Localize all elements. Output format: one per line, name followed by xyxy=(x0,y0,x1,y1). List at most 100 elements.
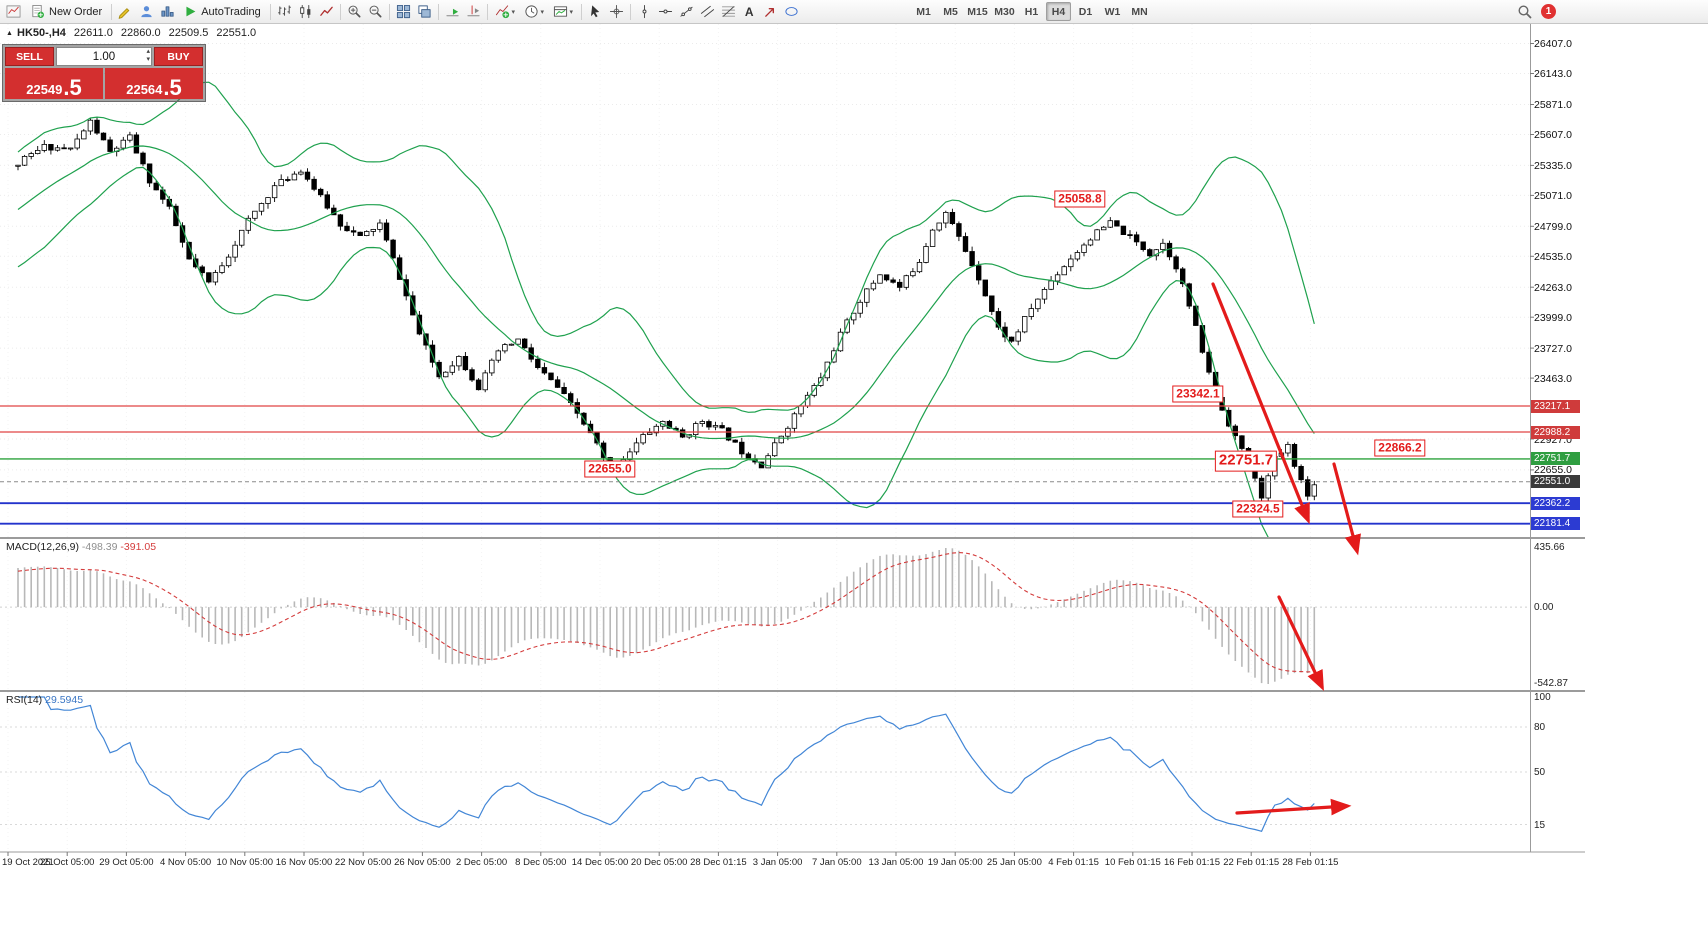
ohlc-close: 22551.0 xyxy=(216,27,257,39)
macd-label: MACD(12,26,9) -498.39 -391.05 xyxy=(6,541,156,553)
time-axis-label[interactable]: 14 Dec 05:00 xyxy=(571,857,629,868)
one-click-collapse-icon[interactable]: ▲ xyxy=(6,30,13,37)
time-axis-label[interactable]: 19 Oct 2021 xyxy=(2,857,54,868)
price-annotation[interactable]: 22324.5 xyxy=(1232,500,1284,518)
rsi-axis-label: 50 xyxy=(1534,767,1546,778)
shapes-icon[interactable] xyxy=(781,2,802,22)
time-axis-label[interactable]: 29 Oct 05:00 xyxy=(99,857,154,868)
tf-mn-button[interactable]: MN xyxy=(1131,5,1148,18)
time-axis-label[interactable]: 16 Feb 01:15 xyxy=(1164,857,1220,868)
time-axis-label[interactable]: 4 Feb 01:15 xyxy=(1048,857,1099,868)
line-chart-icon[interactable] xyxy=(316,2,337,22)
ohlc-low: 22509.5 xyxy=(168,27,209,39)
indicators-icon[interactable]: ▾ xyxy=(491,2,520,22)
time-axis-label[interactable]: 4 Nov 05:00 xyxy=(159,857,212,868)
price-axis-label: 24263.0 xyxy=(1534,281,1572,294)
bollinger-upper-line xyxy=(17,81,1315,413)
one-click-controls: SELL 1.00 ▴ ▾ BUY xyxy=(5,47,203,66)
toolbar-separator xyxy=(580,3,582,20)
sell-price-main: 22549 xyxy=(26,82,63,97)
search-icon[interactable] xyxy=(1514,2,1535,22)
price-badge-22988.2: 22988.2 xyxy=(1531,425,1580,439)
price-badge-22551.0: 22551.0 xyxy=(1531,475,1580,489)
trendline-icon[interactable] xyxy=(676,2,697,22)
time-axis-label[interactable]: 13 Jan 05:00 xyxy=(868,857,924,868)
text-icon[interactable]: A xyxy=(739,2,760,22)
volume-spinner: ▴ ▾ xyxy=(146,48,150,64)
time-axis-label[interactable]: 25 Jan 05:00 xyxy=(986,857,1042,868)
time-axis-label[interactable]: 2 Dec 05:00 xyxy=(455,857,508,868)
tf-h4-button[interactable]: H4 xyxy=(1046,2,1071,21)
horizontal-line-icon[interactable] xyxy=(655,2,676,22)
macd-axis-max: 435.66 xyxy=(1534,542,1565,553)
time-axis-label[interactable]: 19 Jan 05:00 xyxy=(927,857,983,868)
zoom-out-icon[interactable] xyxy=(365,2,386,22)
cursor-icon[interactable] xyxy=(585,2,606,22)
tf-m15-button[interactable]: M15 xyxy=(967,5,988,18)
time-axis-label[interactable]: 16 Nov 05:00 xyxy=(275,857,333,868)
autotrading-play-icon xyxy=(186,6,196,17)
autotrading-button[interactable]: AutoTrading xyxy=(178,2,267,22)
price-annotation[interactable]: 22866.2 xyxy=(1374,439,1426,457)
profiles-icon[interactable] xyxy=(136,2,157,22)
buy-price[interactable]: 22564 .5 xyxy=(105,68,203,99)
time-axis-label[interactable]: 22 Nov 05:00 xyxy=(334,857,392,868)
time-axis-label[interactable]: 22 Feb 01:15 xyxy=(1223,857,1280,868)
candlestick-chart-icon[interactable] xyxy=(295,2,316,22)
crosshair-icon[interactable] xyxy=(606,2,627,22)
tf-m5-button[interactable]: M5 xyxy=(943,5,958,18)
letter-a-glyph: A xyxy=(744,4,754,19)
autoscroll-icon[interactable] xyxy=(442,2,463,22)
sell-button[interactable]: SELL xyxy=(5,47,54,66)
time-axis-label[interactable]: 25 Oct 05:00 xyxy=(39,857,95,868)
time-axis-label[interactable]: 8 Dec 05:00 xyxy=(515,857,567,868)
tile-windows-icon[interactable] xyxy=(393,2,414,22)
price-annotation[interactable]: 25058.8 xyxy=(1054,190,1106,208)
zoom-in-icon[interactable] xyxy=(344,2,365,22)
fibonacci-icon[interactable] xyxy=(718,2,739,22)
cascade-windows-icon[interactable] xyxy=(414,2,435,22)
time-axis-label[interactable]: 28 Dec 01:15 xyxy=(690,857,747,868)
price-axis-label: 25607.0 xyxy=(1534,128,1572,141)
price-annotation[interactable]: 23342.1 xyxy=(1172,385,1224,403)
volume-field[interactable]: 1.00 ▴ ▾ xyxy=(56,47,152,66)
chevron-down-icon: ▾ xyxy=(569,8,573,16)
tf-d1-button[interactable]: D1 xyxy=(1078,5,1093,18)
arrows-tool-icon[interactable] xyxy=(760,2,781,22)
toolbar-separator xyxy=(437,3,439,20)
notification-badge[interactable]: 1 xyxy=(1541,4,1556,19)
time-axis-label[interactable]: 20 Dec 05:00 xyxy=(630,857,688,868)
equidistant-channel-icon[interactable] xyxy=(697,2,718,22)
price-axis-label: 23463.0 xyxy=(1534,372,1572,385)
market-watch-icon[interactable] xyxy=(157,2,178,22)
time-axis-label[interactable]: 10 Nov 05:00 xyxy=(216,857,274,868)
vertical-line-icon[interactable] xyxy=(634,2,655,22)
periods-icon[interactable]: ▾ xyxy=(520,2,549,22)
bar-chart-icon[interactable] xyxy=(274,2,295,22)
buy-price-main: 22564 xyxy=(126,82,163,97)
tf-h1-button[interactable]: H1 xyxy=(1024,5,1039,18)
metaeditor-icon[interactable] xyxy=(115,2,136,22)
volume-up-button[interactable]: ▴ xyxy=(146,48,150,55)
price-badge-23217.1: 23217.1 xyxy=(1531,399,1580,413)
tf-m30-button[interactable]: M30 xyxy=(994,5,1015,18)
time-axis-label[interactable]: 28 Feb 01:15 xyxy=(1282,857,1339,868)
time-axis-label[interactable]: 3 Jan 05:00 xyxy=(752,857,803,868)
chart-shift-icon[interactable] xyxy=(463,2,484,22)
templates-icon[interactable]: ▾ xyxy=(549,2,578,22)
tf-m1-button[interactable]: M1 xyxy=(916,5,931,18)
sell-price[interactable]: 22549 .5 xyxy=(5,68,103,99)
time-axis-label[interactable]: 10 Feb 01:15 xyxy=(1104,857,1161,868)
price-annotation[interactable]: 22751.7 xyxy=(1214,450,1278,472)
volume-down-button[interactable]: ▾ xyxy=(146,56,150,63)
price-annotation[interactable]: 22655.0 xyxy=(584,460,636,478)
buy-button[interactable]: BUY xyxy=(154,47,203,66)
toolbar: New Order AutoTrading xyxy=(0,0,1708,24)
new-order-button[interactable]: New Order xyxy=(24,2,108,22)
trend-arrows[interactable] xyxy=(1211,282,1361,816)
tf-w1-button[interactable]: W1 xyxy=(1104,5,1121,18)
time-axis-label[interactable]: 26 Nov 05:00 xyxy=(394,857,451,868)
time-axis-label[interactable]: 7 Jan 05:00 xyxy=(811,857,862,868)
